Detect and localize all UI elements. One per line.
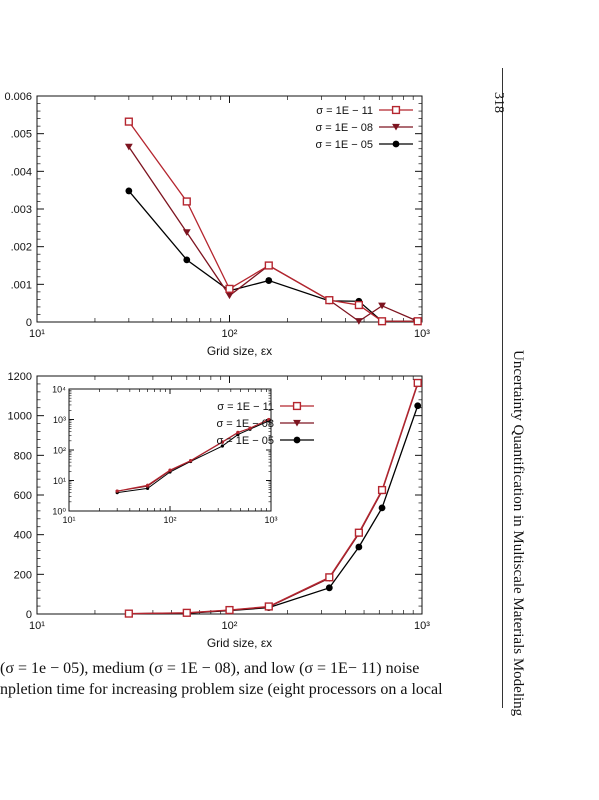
inset-x-tick-label: 10³ [264, 515, 277, 525]
data-point [377, 485, 387, 495]
data-point [264, 602, 273, 611]
inset-data-point [115, 489, 119, 493]
y-tick-label: .002 [11, 242, 32, 254]
data-point [325, 573, 334, 582]
y-tick-label: 0 [26, 609, 32, 621]
data-point [325, 584, 333, 592]
y-tick-label: 400 [14, 530, 32, 542]
y-tick-label: .003 [11, 204, 32, 216]
inset-data-point [220, 444, 224, 448]
data-point [264, 261, 273, 270]
margin-rule [502, 68, 503, 708]
data-point [354, 300, 363, 310]
data-point [183, 256, 191, 264]
x-tick-label: 10² [222, 328, 238, 340]
data-point [414, 402, 422, 410]
legend-label: σ = 1E − 05 [315, 139, 373, 151]
running-head: Uncertainty Quantification in Multiscale… [510, 350, 526, 717]
inset-data-point [220, 440, 224, 444]
inset-x-tick-label: 10¹ [62, 515, 75, 525]
data-point [182, 608, 191, 617]
inset-y-tick-label: 10¹ [53, 476, 66, 486]
inset-data-point [145, 486, 150, 491]
data-point [124, 609, 133, 618]
y-tick-label: 0.006 [4, 91, 32, 103]
data-point [413, 317, 422, 326]
x-tick-label: 10³ [414, 620, 430, 632]
x-axis-label: Grid size, εx [207, 344, 272, 358]
inset-y-tick-label: 10⁰ [52, 507, 66, 517]
data-point [182, 229, 191, 236]
data-point [354, 528, 363, 537]
x-axis-label: Grid size, εx [207, 636, 272, 650]
y-tick-label: .001 [11, 279, 32, 291]
data-point [378, 302, 386, 310]
inset-data-point [236, 430, 240, 434]
series-line [128, 121, 418, 322]
data-point [378, 504, 386, 512]
figure: 10¹ 10² 10³ 0 .001 .002 .003 .004 .005 0.006 Grid … [4, 91, 431, 650]
inset-series-line [117, 419, 269, 492]
x-tick-label: 10¹ [29, 620, 45, 632]
inset-data-point [145, 483, 150, 487]
data-point [377, 317, 387, 326]
inset-y-tick-label: 10² [53, 446, 66, 456]
data-point [293, 419, 301, 427]
legend-label: σ = 1E − 08 [216, 418, 274, 430]
x-tick-label: 10³ [414, 328, 430, 340]
data-point [125, 187, 133, 195]
inset-data-point [189, 458, 193, 463]
y-tick-label: 1200 [8, 371, 32, 383]
y-tick-label: 1000 [8, 411, 32, 423]
data-point [124, 143, 133, 151]
legend-label: σ = 1E − 05 [216, 435, 274, 447]
data-point [292, 401, 302, 411]
y-tick-label: .004 [11, 166, 32, 178]
y-tick-label: 800 [14, 450, 32, 462]
data-point [325, 296, 334, 305]
series-line [128, 382, 419, 615]
page-number: 318 [491, 92, 506, 113]
data-point [225, 284, 234, 293]
inset-data-point [168, 468, 172, 472]
data-point [354, 318, 363, 325]
x-tick-label: 10² [222, 620, 238, 632]
inset-series-line [117, 420, 269, 494]
data-point [124, 117, 133, 126]
inset-data-point [267, 417, 271, 422]
data-point [293, 436, 301, 444]
time-chart: 10¹ 10² 10³ 0 200 400 600 800 1000 1200 Grid size,… [8, 371, 431, 650]
data-point [413, 378, 422, 388]
caption-line-1: (σ = 1e − 05), medium (σ = 1E − 08), and… [0, 660, 420, 677]
inset-y-tick-label: 10⁴ [52, 385, 66, 395]
y-tick-label: 600 [14, 490, 32, 502]
figure-caption: (σ = 1e − 05), medium (σ = 1E − 08), and… [0, 658, 500, 700]
series-line [128, 146, 418, 323]
data-point [392, 123, 400, 131]
inset-x-tick-label: 10² [163, 515, 176, 525]
legend-label: σ = 1E − 11 [316, 105, 373, 117]
legend-label: σ = 1E − 08 [315, 122, 373, 134]
inset-frame [68, 388, 272, 512]
y-tick-label: 0 [26, 317, 32, 329]
data-point [265, 277, 273, 284]
inset-y-tick-label: 10³ [53, 415, 66, 425]
caption-line-2: npletion time for increasing problem siz… [0, 681, 443, 698]
data-point [225, 605, 234, 615]
legend-label: σ = 1E − 11 [217, 401, 274, 413]
data-point [182, 197, 191, 206]
error-chart: 10¹ 10² 10³ 0 .001 .002 .003 .004 .005 0.006 Grid … [4, 91, 430, 358]
data-point [391, 105, 401, 115]
data-point [225, 292, 234, 300]
y-tick-label: 200 [14, 569, 32, 581]
y-tick-label: .005 [11, 129, 32, 141]
x-tick-label: 10¹ [29, 328, 45, 340]
data-point [392, 140, 400, 148]
inset-data-point [248, 426, 252, 430]
data-point [355, 543, 363, 551]
